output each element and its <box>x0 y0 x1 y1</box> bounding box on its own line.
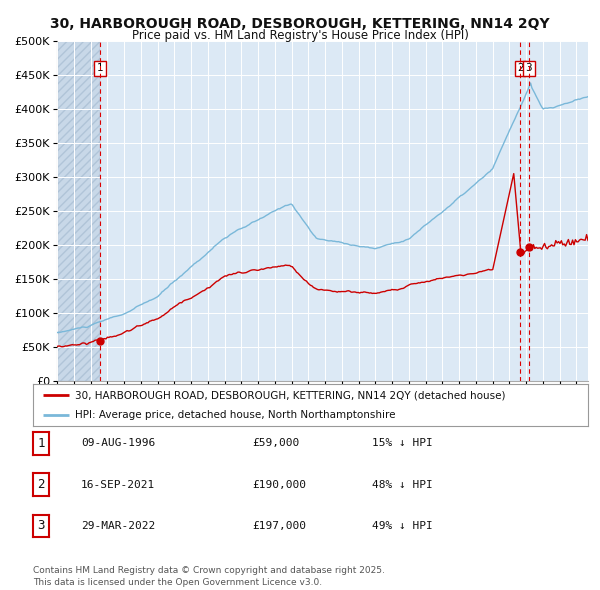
Text: £59,000: £59,000 <box>252 438 299 448</box>
Text: 29-MAR-2022: 29-MAR-2022 <box>81 521 155 531</box>
Text: 16-SEP-2021: 16-SEP-2021 <box>81 480 155 490</box>
Text: 1: 1 <box>97 64 104 73</box>
Text: HPI: Average price, detached house, North Northamptonshire: HPI: Average price, detached house, Nort… <box>74 411 395 420</box>
Text: Contains HM Land Registry data © Crown copyright and database right 2025.
This d: Contains HM Land Registry data © Crown c… <box>33 566 385 587</box>
Text: 48% ↓ HPI: 48% ↓ HPI <box>372 480 433 490</box>
Text: 49% ↓ HPI: 49% ↓ HPI <box>372 521 433 531</box>
Text: 1: 1 <box>37 437 45 450</box>
Text: £197,000: £197,000 <box>252 521 306 531</box>
Polygon shape <box>57 41 100 381</box>
Text: 30, HARBOROUGH ROAD, DESBOROUGH, KETTERING, NN14 2QY (detached house): 30, HARBOROUGH ROAD, DESBOROUGH, KETTERI… <box>74 391 505 401</box>
Text: 2: 2 <box>37 478 45 491</box>
Text: 3: 3 <box>526 64 532 73</box>
Text: 30, HARBOROUGH ROAD, DESBOROUGH, KETTERING, NN14 2QY: 30, HARBOROUGH ROAD, DESBOROUGH, KETTERI… <box>50 17 550 31</box>
Text: 15% ↓ HPI: 15% ↓ HPI <box>372 438 433 448</box>
Text: Price paid vs. HM Land Registry's House Price Index (HPI): Price paid vs. HM Land Registry's House … <box>131 30 469 42</box>
Text: £190,000: £190,000 <box>252 480 306 490</box>
Text: 3: 3 <box>37 519 45 533</box>
Text: 2: 2 <box>517 64 524 73</box>
Text: 09-AUG-1996: 09-AUG-1996 <box>81 438 155 448</box>
